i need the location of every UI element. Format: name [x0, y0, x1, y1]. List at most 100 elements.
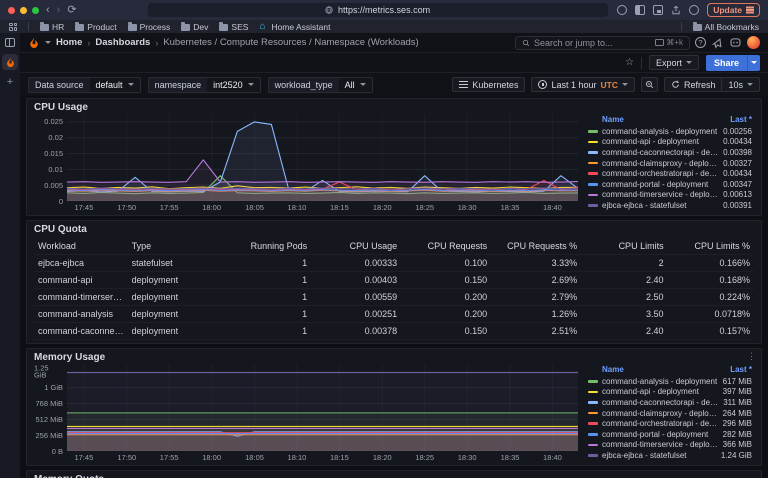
kubernetes-app-button[interactable]: Kubernetes [452, 77, 526, 92]
close-window-button[interactable] [8, 6, 15, 14]
legend-row[interactable]: command-claimsproxy - deployment 0.00327 [586, 158, 754, 169]
variable-value[interactable]: int2520 [207, 77, 260, 92]
browser-update-button[interactable]: Update [707, 3, 760, 17]
refresh-button[interactable]: Refresh [665, 78, 722, 91]
export-button[interactable]: Export [648, 55, 699, 70]
panel-title[interactable]: CPU Quota [34, 224, 87, 235]
history-icon[interactable] [617, 5, 628, 15]
grafana-logo[interactable] [28, 37, 40, 49]
variable-value[interactable]: default [89, 77, 140, 92]
legend-row[interactable]: command-claimsproxy - deployment 264 MiB [586, 408, 754, 419]
all-bookmarks-button[interactable]: All Bookmarks [692, 21, 759, 32]
legend-last-header[interactable]: Last * [730, 115, 752, 124]
minimize-window-button[interactable] [20, 6, 27, 14]
bookmark-process[interactable]: Process [127, 21, 170, 32]
legend-row[interactable]: command-caconnectorapi - deployment 311 … [586, 397, 754, 408]
series-name[interactable]: command-timerservice - deployment [602, 190, 720, 200]
workload-link[interactable]: command-caconnector... [34, 322, 128, 340]
back-button[interactable]: ‹ [46, 3, 50, 16]
help-icon[interactable]: ? [695, 37, 706, 48]
series-name[interactable]: command-api - deployment [602, 137, 699, 147]
time-range-picker[interactable]: Last 1 hour UTC [531, 77, 635, 92]
maximize-window-button[interactable] [32, 6, 39, 14]
column-header[interactable]: Running Pods [221, 238, 312, 255]
variable-namespace[interactable]: namespace int2520 [147, 76, 261, 93]
legend-row[interactable]: command-portal - deployment 0.00347 [586, 179, 754, 190]
legend-row[interactable]: command-api - deployment 397 MiB [586, 387, 754, 398]
series-name[interactable]: command-caconnectorapi - deployment [602, 397, 720, 407]
series-name[interactable]: command-analysis - deployment [602, 376, 718, 386]
variable-workload-type[interactable]: workload_type All [267, 76, 373, 93]
chevron-down-icon[interactable] [45, 41, 51, 44]
extensions-icon[interactable] [689, 5, 700, 15]
address-bar[interactable]: https://metrics.ses.com [147, 3, 608, 17]
user-avatar[interactable] [747, 36, 760, 49]
plot-area[interactable] [67, 364, 578, 451]
legend-row[interactable]: command-orchestratorapi - deployment 296… [586, 418, 754, 429]
forward-button[interactable]: › [56, 3, 61, 16]
series-name[interactable]: ejbca-ejbca - statefulset [602, 450, 687, 460]
legend-name-header[interactable]: Name [602, 365, 624, 374]
refresh-interval-picker[interactable]: 10s [722, 78, 759, 91]
search-input[interactable]: Search or jump to... ⌘+k [515, 35, 690, 50]
bookmark-hr[interactable]: HR [40, 21, 64, 32]
legend-row[interactable]: command-portal - deployment 282 MiB [586, 429, 754, 440]
series-name[interactable]: command-orchestratorapi - deployment [602, 419, 719, 429]
bookmark-product[interactable]: Product [75, 21, 117, 32]
breadcrumb-home[interactable]: Home [56, 37, 83, 48]
column-header[interactable]: CPU Requests [401, 238, 492, 255]
legend-row[interactable]: command-caconnectorapi - deployment 0.00… [586, 147, 754, 158]
legend-last-header[interactable]: Last * [730, 365, 752, 374]
legend-row[interactable]: command-analysis - deployment 617 MiB [586, 376, 754, 387]
column-header[interactable]: CPU Usage [311, 238, 402, 255]
column-header[interactable]: CPU Requests % [491, 238, 582, 255]
panel-title[interactable]: Memory Quota [34, 474, 754, 478]
workload-link[interactable]: command-api [34, 271, 128, 289]
series-name[interactable]: ejbca-ejbca - statefulset [602, 200, 687, 210]
column-header[interactable]: CPU Limits [581, 238, 668, 255]
picture-in-picture-icon[interactable] [653, 5, 664, 15]
share-menu-button[interactable] [747, 54, 760, 71]
active-tab-grafana[interactable] [2, 54, 18, 70]
column-header[interactable]: CPU Limits % [667, 238, 754, 255]
workload-link[interactable]: command-analysis [34, 305, 128, 323]
grot-assistant-icon[interactable] [729, 36, 742, 49]
share-button[interactable]: Share [705, 54, 747, 71]
workload-link[interactable]: ejbca-ejbca [34, 254, 128, 272]
column-header[interactable]: Type [127, 238, 222, 255]
series-name[interactable]: command-portal - deployment [602, 429, 709, 439]
bookmark-home-assistant[interactable]: ⌂ Home Assistant [259, 22, 330, 32]
legend-row[interactable]: command-api - deployment 0.00434 [586, 137, 754, 148]
legend-row[interactable]: ejbca-ejbca - statefulset 1.24 GiB [586, 450, 754, 461]
sidebar-icon[interactable] [635, 5, 646, 15]
legend-row[interactable]: command-orchestratorapi - deployment 0.0… [586, 168, 754, 179]
cpu-usage-chart[interactable]: 0 0.005 0.01 0.015 0.02 0.025 17:45 17:50 17:55… [34, 114, 578, 212]
favorite-star-icon[interactable]: ☆ [625, 57, 634, 68]
workload-link[interactable]: command-timerservice [34, 288, 128, 306]
new-tab-button[interactable]: + [6, 76, 14, 88]
memory-usage-chart[interactable]: 0 B 256 MiB 512 MiB 768 MiB 1 GiB 1.25 GiB 17… [34, 364, 578, 462]
series-name[interactable]: command-api - deployment [602, 387, 699, 397]
series-name[interactable]: command-caconnectorapi - deployment [602, 147, 720, 157]
toggle-sidebar-icon[interactable] [5, 38, 15, 47]
panel-title[interactable]: Memory Usage [34, 352, 106, 363]
variable-datasource[interactable]: Data source default [28, 76, 141, 93]
plot-area[interactable] [67, 114, 578, 201]
reload-button[interactable]: ⟳ [67, 3, 77, 16]
legend-row[interactable]: command-analysis - deployment 0.00256 [586, 126, 754, 137]
column-header[interactable]: Workload [34, 238, 128, 255]
legend-name-header[interactable]: Name [602, 115, 624, 124]
news-icon[interactable] [711, 36, 724, 49]
legend-row[interactable]: command-timerservice - deployment 366 Mi… [586, 440, 754, 451]
variable-value[interactable]: All [338, 77, 372, 92]
bookmark-dev[interactable]: Dev [181, 21, 208, 32]
tab-groups-icon[interactable] [9, 22, 17, 31]
series-name[interactable]: command-portal - deployment [602, 179, 709, 189]
series-name[interactable]: command-orchestratorapi - deployment [602, 169, 720, 179]
breadcrumb-dashboards[interactable]: Dashboards [95, 37, 151, 48]
share-icon[interactable] [671, 5, 681, 15]
series-name[interactable]: command-claimsproxy - deployment [602, 408, 719, 418]
series-name[interactable]: command-timerservice - deployment [602, 440, 719, 450]
series-name[interactable]: command-claimsproxy - deployment [602, 158, 720, 168]
bookmark-ses[interactable]: SES [219, 21, 248, 32]
